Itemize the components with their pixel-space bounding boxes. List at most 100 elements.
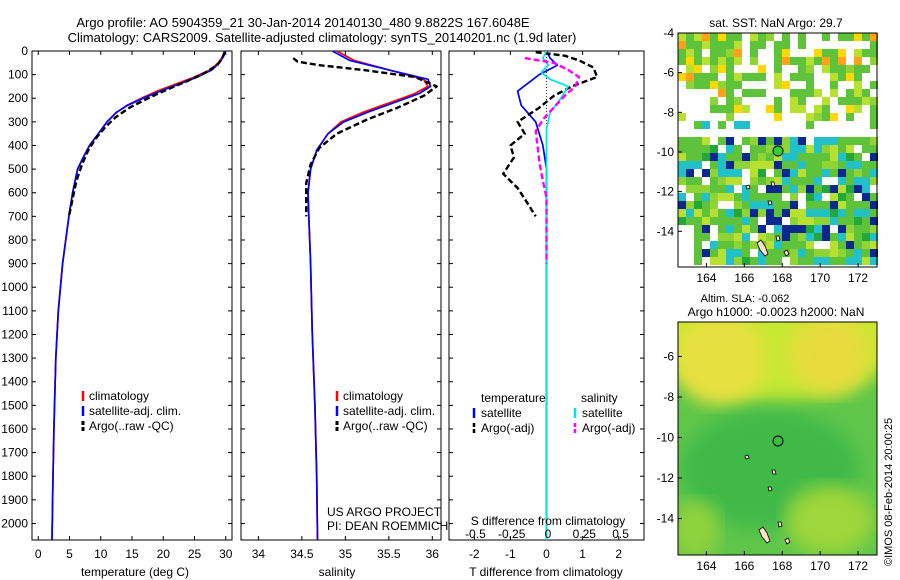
sst-cell [806, 65, 814, 73]
sst-cell [854, 33, 862, 41]
island-shape [783, 249, 790, 257]
sst-cell [742, 89, 750, 97]
sst-cell [854, 105, 862, 113]
sst-cell [790, 209, 798, 217]
sla-blob [678, 322, 765, 405]
sst-cell [806, 185, 814, 193]
sst-cell [718, 65, 726, 73]
sst-cell [822, 257, 830, 265]
sst-cell [846, 105, 854, 113]
sst-cell [790, 161, 798, 169]
sst-cell [694, 249, 702, 257]
sst-cell [846, 177, 854, 185]
sst-cell [798, 33, 806, 41]
sst-cell [854, 225, 862, 233]
sst-cell [806, 233, 814, 241]
sst-cell [766, 177, 774, 185]
sst-cell [686, 209, 694, 217]
sst-cell [742, 185, 750, 193]
sst-cell [822, 225, 830, 233]
depth-tick-label: 1300 [1, 351, 28, 365]
sst-cell [750, 33, 758, 41]
x-tick-label: 34.5 [290, 547, 314, 561]
depth-tick-label: 1700 [1, 446, 28, 460]
timestamp-label: ©IMOS 08-Feb-2014 20:00:25 [883, 418, 895, 566]
sst-cell [702, 137, 710, 145]
island-shape [758, 526, 771, 544]
sst-cell [774, 193, 782, 201]
sst-cell [798, 177, 806, 185]
x-tick-label: -2 [469, 547, 480, 561]
series-line-1 [502, 51, 599, 218]
sst-cell [766, 193, 774, 201]
sst-cell [686, 137, 694, 145]
sst-cell [678, 153, 686, 161]
sst-cell [710, 177, 718, 185]
sst-cell [798, 257, 806, 265]
sst-cell [830, 65, 838, 73]
sst-cell [726, 145, 734, 153]
temperature-panel: 0100200300400500600700800900100011001200… [1, 44, 232, 579]
sst-cell [862, 185, 870, 193]
map-x-tick-label: 164 [696, 271, 716, 285]
series-line-2 [67, 51, 226, 217]
sst-cell [686, 169, 694, 177]
map-x-tick-label: 168 [772, 559, 792, 573]
sst-cell [686, 161, 694, 169]
sst-cell [686, 177, 694, 185]
depth-tick-label: 1200 [1, 327, 28, 341]
sst-cell [782, 145, 790, 153]
sst-cell [726, 257, 734, 265]
depth-tick-label: 1600 [1, 422, 28, 436]
sst-cell [782, 201, 790, 209]
sst-cell [758, 145, 766, 153]
sst-cell [846, 185, 854, 193]
sst-cell [758, 137, 766, 145]
sst-cell [830, 113, 838, 121]
sst-cell [694, 121, 702, 129]
legend-label: satellite [582, 406, 623, 420]
sst-cell [694, 201, 702, 209]
salinity-axis-ticks: 34 34.5 35 35.5 36 [252, 51, 439, 561]
sst-cell [694, 225, 702, 233]
sst-cell [718, 177, 726, 185]
sst-cell [678, 145, 686, 153]
depth-tick-label: 2000 [1, 516, 28, 530]
sst-cell [766, 217, 774, 225]
sst-cell [678, 209, 686, 217]
s-tick-label: 0 [545, 527, 552, 541]
sst-cell [790, 57, 798, 65]
difference-lines [502, 51, 599, 540]
sst-cell [758, 193, 766, 201]
sst-cell [734, 121, 742, 129]
sst-cell [838, 225, 846, 233]
sst-cell [830, 153, 838, 161]
salinity-panel: 34 34.5 35 35.5 36 salinity climatologysatel… [240, 50, 448, 579]
sst-cell [798, 97, 806, 105]
sst-cell [710, 57, 718, 65]
sst-cell [846, 97, 854, 105]
sst-cell [790, 201, 798, 209]
sst-cell [822, 33, 830, 41]
map-x-tick-label: 166 [734, 271, 754, 285]
sst-cell [726, 241, 734, 249]
sst-cell [830, 209, 838, 217]
sst-cell [750, 225, 758, 233]
sst-cell [830, 145, 838, 153]
sst-cell [758, 225, 766, 233]
sst-label: sat. SST: NaN Argo: 29.7 [709, 16, 843, 30]
s-tick-label: 0.25 [573, 527, 597, 541]
x-tick-label: 35 [339, 547, 353, 561]
salinity-depth-ticks [241, 50, 441, 524]
sst-cell [678, 137, 686, 145]
sst-cell [830, 193, 838, 201]
sst-cell [686, 41, 694, 49]
sst-cell [838, 257, 846, 265]
sst-cell [870, 249, 878, 257]
sst-cell [870, 49, 878, 57]
sst-cell [710, 161, 718, 169]
sst-cell [870, 81, 878, 89]
sst-cell [854, 177, 862, 185]
sst-cell [870, 121, 878, 129]
sst-cell [766, 145, 774, 153]
